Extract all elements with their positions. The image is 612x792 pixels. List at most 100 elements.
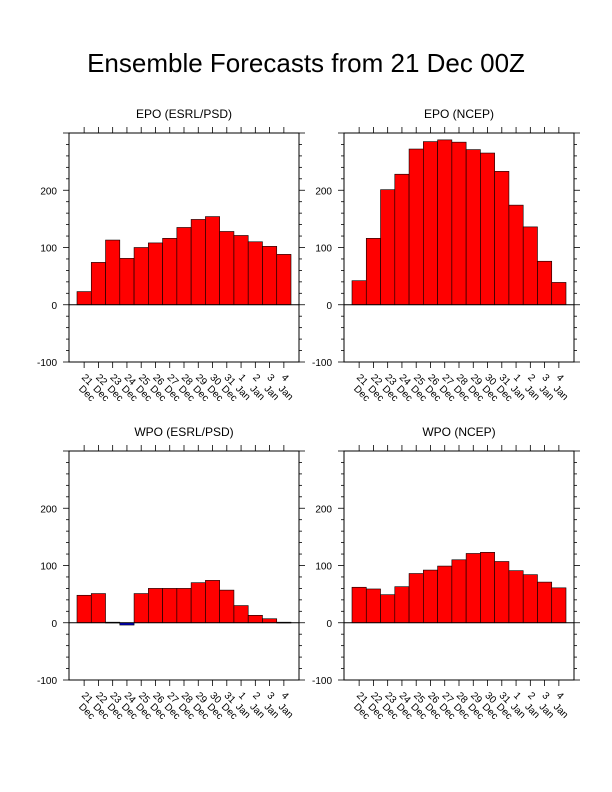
- bar: [90, 262, 106, 306]
- bar: [522, 226, 538, 306]
- bar: [537, 260, 553, 306]
- plot-frame: [68, 450, 300, 681]
- bar: [365, 238, 381, 306]
- y-tick-label: 100: [315, 244, 332, 255]
- x-tick-label-day: 2: [525, 690, 537, 702]
- x-tick-label-month: Jan: [551, 384, 570, 403]
- bar: [219, 231, 235, 306]
- bar: [176, 588, 192, 624]
- bar: [380, 594, 396, 624]
- bar: [76, 594, 92, 624]
- x-tick-label-day: 4: [279, 690, 291, 702]
- y-tick-label: 100: [40, 244, 57, 255]
- bar: [262, 618, 278, 624]
- bar: [423, 141, 438, 306]
- y-tick-label: -100: [37, 676, 57, 687]
- x-tick-label-day: 4: [554, 372, 566, 384]
- bar: [133, 593, 149, 624]
- bar: [508, 204, 524, 306]
- y-tick-label: 200: [315, 186, 332, 197]
- bar: [148, 242, 163, 306]
- main-title: Ensemble Forecasts from 21 Dec 00Z: [87, 48, 525, 78]
- bar: [247, 615, 263, 624]
- bar: [551, 587, 567, 624]
- bar: [205, 216, 220, 306]
- y-tick-label: 100: [40, 562, 57, 573]
- bar: [494, 561, 510, 624]
- bar: [351, 280, 367, 306]
- x-tick-label-day: 1: [511, 372, 523, 384]
- y-tick-label: 0: [326, 619, 332, 630]
- x-tick-label-day: 2: [250, 372, 262, 384]
- bar: [365, 588, 381, 624]
- bar: [162, 238, 178, 306]
- bar: [451, 141, 467, 306]
- y-tick-label: 200: [40, 504, 57, 515]
- x-tick-label-day: 1: [511, 690, 523, 702]
- y-tick-label: -100: [37, 358, 57, 369]
- bar: [90, 593, 106, 624]
- panel-title: WPO (NCEP): [422, 425, 495, 439]
- chart-panel-4: WPO (NCEP)-100010020021Dec22Dec23Dec24De…: [312, 425, 580, 722]
- bar: [219, 589, 235, 624]
- bar: [105, 239, 121, 306]
- bar: [465, 553, 481, 624]
- bar: [537, 581, 553, 624]
- bar: [119, 258, 135, 306]
- bar: [522, 574, 538, 624]
- x-tick-label-day: 3: [539, 690, 551, 702]
- bar: [494, 171, 510, 306]
- y-tick-label: 0: [51, 619, 57, 630]
- bar: [394, 173, 410, 306]
- bar: [76, 291, 92, 306]
- bar: [423, 569, 438, 624]
- bar: [551, 282, 567, 306]
- chart-panel-2: EPO (NCEP)-100010020021Dec22Dec23Dec24De…: [312, 107, 580, 404]
- bar: [451, 559, 467, 624]
- bar: [351, 586, 367, 624]
- x-tick-label-day: 1: [236, 690, 248, 702]
- x-tick-label-day: 1: [236, 372, 248, 384]
- bar: [408, 148, 424, 306]
- bar: [148, 588, 163, 624]
- x-tick-label-month: Jan: [551, 702, 570, 721]
- bar: [380, 189, 396, 306]
- bar: [233, 235, 249, 306]
- bar: [408, 573, 424, 624]
- y-tick-label: 0: [326, 301, 332, 312]
- y-tick-label: -100: [312, 676, 332, 687]
- bar: [233, 605, 249, 624]
- bar: [162, 588, 178, 624]
- x-tick-label-day: 3: [264, 372, 276, 384]
- bar: [190, 219, 206, 306]
- x-tick-label-day: 3: [264, 690, 276, 702]
- bar: [276, 254, 292, 306]
- y-tick-label: 200: [40, 186, 57, 197]
- panel-title: EPO (ESRL/PSD): [136, 107, 232, 121]
- chart-panel-3: WPO (ESRL/PSD)-100010020021Dec22Dec23Dec…: [37, 425, 305, 722]
- y-tick-label: 100: [315, 562, 332, 573]
- bar: [480, 552, 495, 624]
- bar: [247, 241, 263, 306]
- bar: [437, 139, 453, 306]
- x-tick-label-day: 2: [525, 372, 537, 384]
- bar: [205, 580, 220, 624]
- bar: [262, 246, 278, 306]
- x-tick-label-day: 4: [279, 372, 291, 384]
- bar: [176, 227, 192, 306]
- panel-title: WPO (ESRL/PSD): [134, 425, 233, 439]
- x-tick-label-month: Jan: [276, 702, 295, 721]
- x-tick-label-month: Jan: [276, 384, 295, 403]
- bar: [437, 565, 453, 624]
- bar: [508, 570, 524, 624]
- bar: [133, 247, 149, 306]
- x-tick-label-day: 2: [250, 690, 262, 702]
- bar: [394, 586, 410, 624]
- panel-title: EPO (NCEP): [424, 107, 494, 121]
- x-tick-label-day: 3: [539, 372, 551, 384]
- chart-panel-1: EPO (ESRL/PSD)-100010020021Dec22Dec23Dec…: [37, 107, 305, 404]
- y-tick-label: 0: [51, 301, 57, 312]
- bar: [465, 149, 481, 306]
- y-tick-label: -100: [312, 358, 332, 369]
